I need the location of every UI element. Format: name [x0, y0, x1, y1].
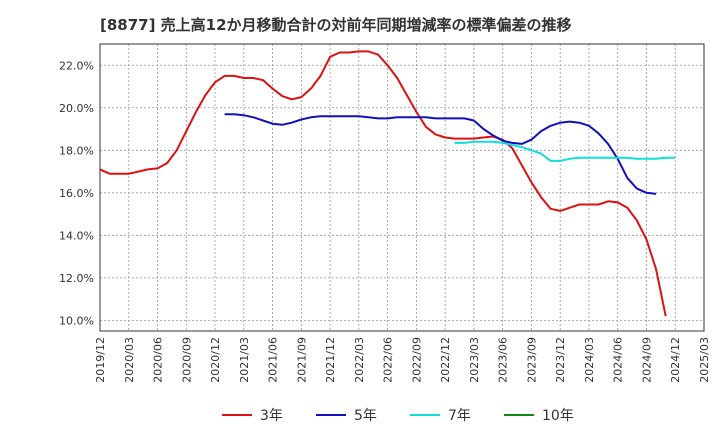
y-tick-label: 12.0% [59, 272, 94, 285]
x-tick-label: 2020/12 [209, 337, 222, 383]
x-tick-label: 2024/09 [640, 337, 653, 383]
legend-label: 5年 [354, 408, 377, 424]
x-tick-label: 2020/03 [123, 337, 136, 383]
y-tick-label: 16.0% [59, 187, 94, 200]
x-tick-label: 2023/03 [468, 337, 481, 383]
x-tick-label: 2020/09 [180, 337, 193, 383]
y-tick-label: 18.0% [59, 144, 94, 157]
series-line-5年 [224, 113, 657, 195]
y-tick-label: 10.0% [59, 314, 94, 327]
x-tick-label: 2021/06 [267, 337, 280, 383]
x-tick-label: 2022/09 [410, 337, 423, 383]
x-tick-label: 2024/06 [612, 337, 625, 383]
x-tick-label: 2021/09 [295, 337, 308, 383]
x-tick-label: 2024/03 [583, 337, 596, 383]
x-tick-label: 2020/06 [152, 337, 165, 383]
y-tick-label: 22.0% [59, 59, 94, 72]
series-line-7年 [454, 140, 676, 162]
y-tick-label: 14.0% [59, 229, 94, 242]
x-tick-label: 2022/03 [353, 337, 366, 383]
x-tick-label: 2019/12 [94, 337, 107, 383]
x-tick-label: 2023/09 [525, 337, 538, 383]
x-tick-label: 2022/12 [439, 337, 452, 383]
x-tick-label: 2023/12 [554, 337, 567, 383]
y-tick-label: 20.0% [59, 102, 94, 115]
x-tick-label: 2022/06 [382, 337, 395, 383]
x-tick-label: 2021/03 [238, 337, 251, 383]
plot-frame [99, 43, 705, 332]
x-tick-label: 2025/03 [698, 337, 711, 383]
series-line-3年 [99, 50, 667, 317]
x-tick-label: 2021/12 [324, 337, 337, 383]
legend-label: 7年 [448, 408, 471, 424]
chart-title: [8877] 売上高12か月移動合計の対前年同期増減率の標準偏差の推移 [100, 16, 572, 34]
x-tick-label: 2024/12 [669, 337, 682, 383]
x-tick-label: 2023/06 [497, 337, 510, 383]
legend-label: 10年 [542, 408, 574, 424]
plot-area [100, 44, 704, 331]
legend-label: 3年 [260, 408, 283, 424]
